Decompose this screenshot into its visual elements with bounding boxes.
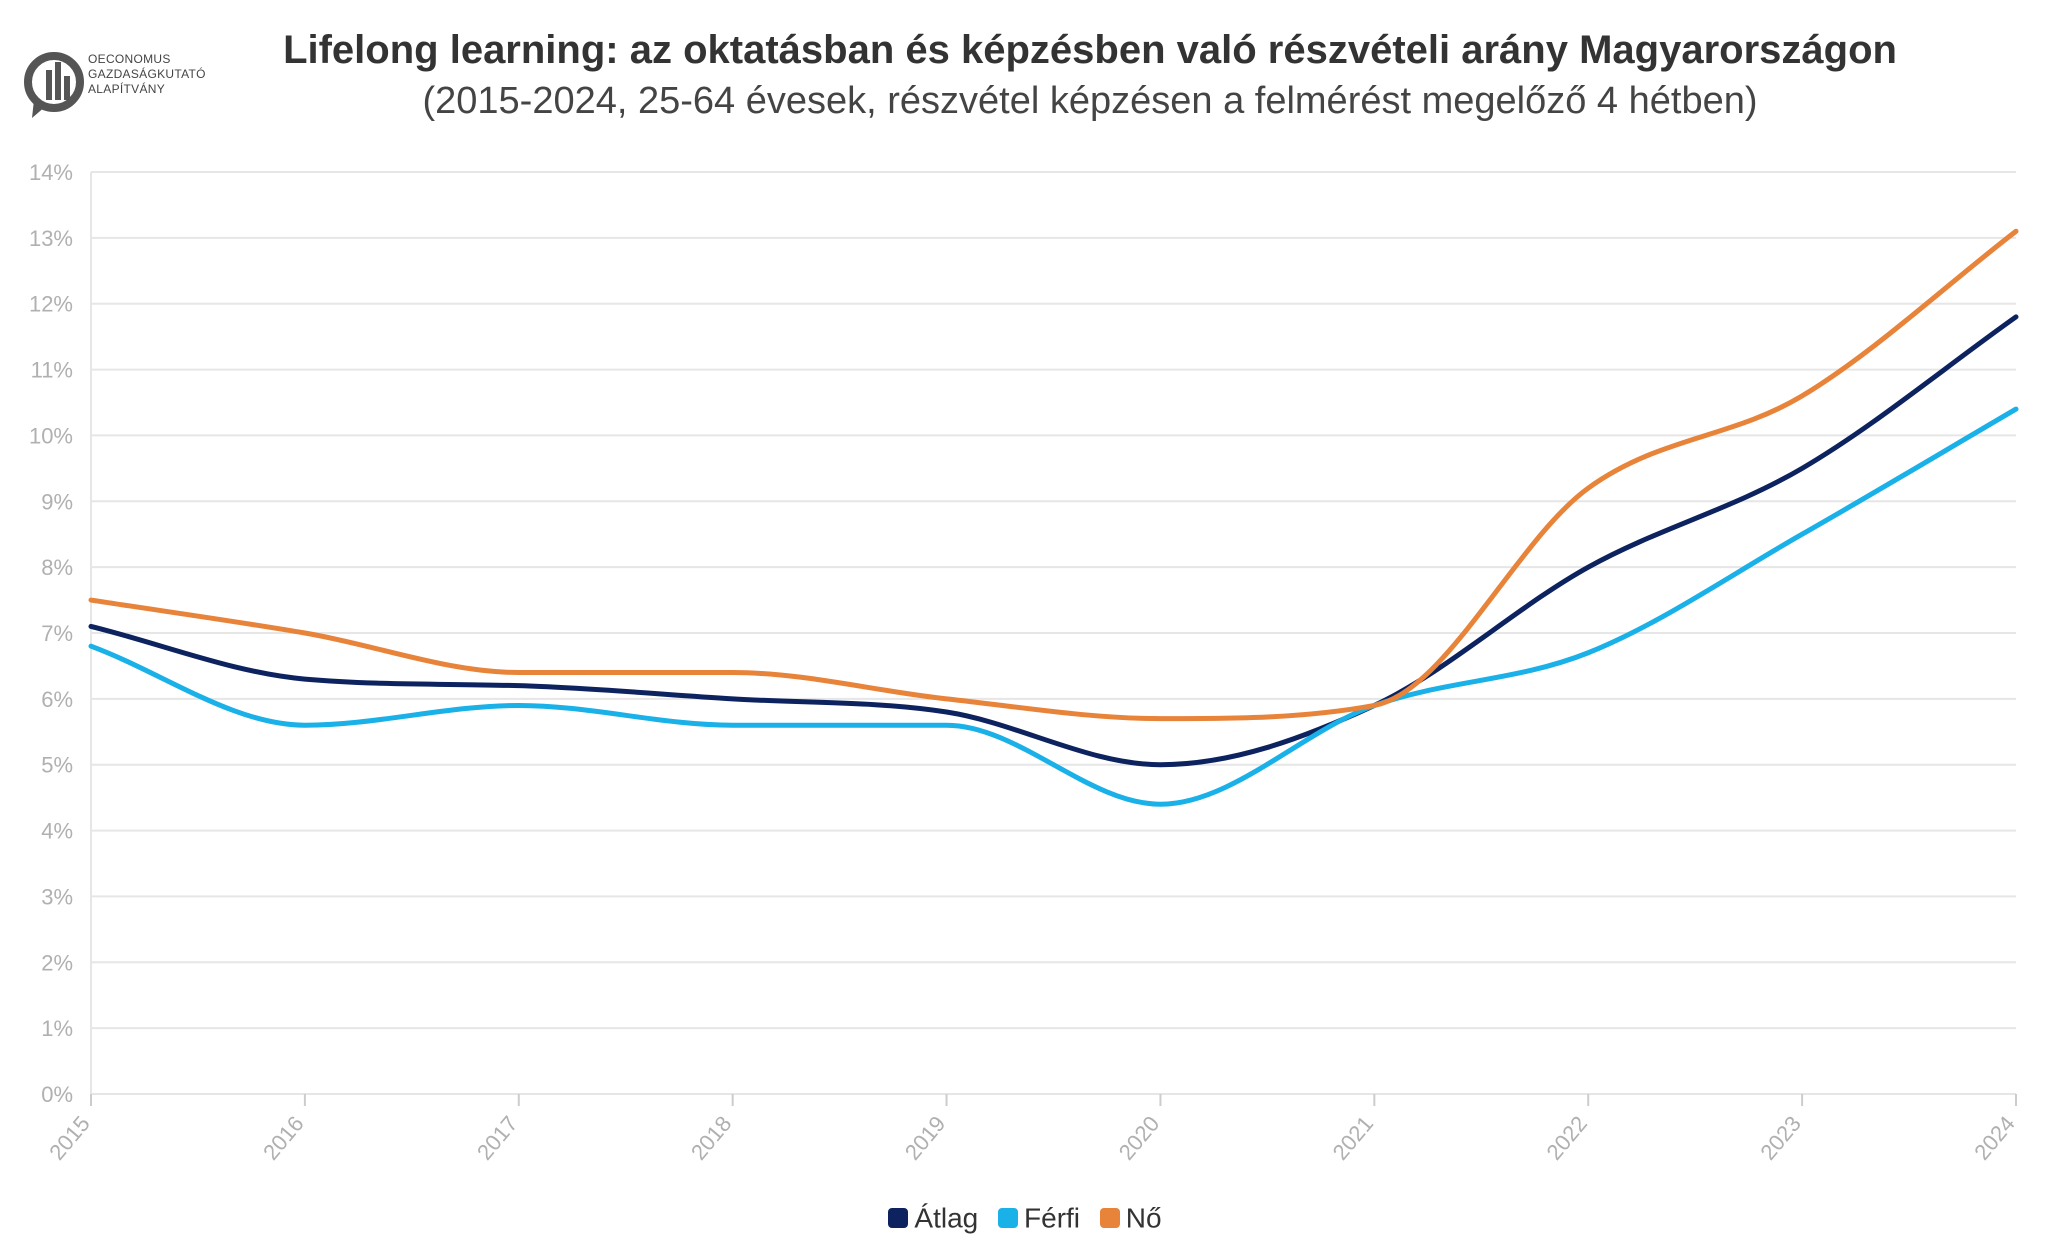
legend-item-ferfi[interactable]: Férfi bbox=[998, 1201, 1080, 1235]
series-line-0 bbox=[88, 314, 2019, 768]
chart-subtitle: (2015-2024, 25-64 évesek, részvétel képz… bbox=[422, 80, 1758, 122]
logo-line: ALAPÍTVÁNY bbox=[88, 82, 166, 96]
legend-label: Átlag bbox=[914, 1202, 979, 1234]
legend-swatch bbox=[888, 1208, 909, 1229]
legend-swatch bbox=[998, 1208, 1019, 1229]
x-tick-label: 2019 bbox=[900, 1111, 951, 1165]
legend-label: Nő bbox=[1125, 1202, 1162, 1234]
y-tick-label: 13% bbox=[29, 226, 73, 251]
logo: OECONOMUS GAZDASÁGKUTATÓ ALAPÍTVÁNY bbox=[24, 40, 224, 130]
y-tick-label: 14% bbox=[29, 160, 73, 185]
y-tick-label: 8% bbox=[41, 555, 73, 580]
legend-item-atlag[interactable]: Átlag bbox=[888, 1201, 978, 1235]
y-tick-label: 5% bbox=[41, 753, 73, 778]
logo-icon bbox=[24, 52, 84, 118]
y-tick-label: 0% bbox=[41, 1082, 73, 1107]
x-tick-label: 2024 bbox=[1969, 1111, 2020, 1165]
y-tick-label: 6% bbox=[41, 687, 73, 712]
y-tick-label: 12% bbox=[29, 292, 73, 317]
chart-title: Lifelong learning: az oktatásban és képz… bbox=[283, 28, 1897, 72]
legend: Átlag Férfi Nő bbox=[0, 1200, 2050, 1234]
series-line-2 bbox=[88, 228, 2019, 722]
x-tick-label: 2022 bbox=[1541, 1111, 1592, 1165]
logo-line: OECONOMUS bbox=[88, 52, 171, 66]
series-line-1 bbox=[88, 406, 2019, 807]
x-tick-label: 2016 bbox=[258, 1111, 309, 1165]
x-tick-label: 2023 bbox=[1755, 1111, 1806, 1165]
y-tick-label: 1% bbox=[41, 1016, 73, 1041]
legend-label: Férfi bbox=[1024, 1202, 1081, 1234]
x-tick-label: 2020 bbox=[1114, 1111, 1165, 1165]
x-tick-label: 2021 bbox=[1328, 1111, 1379, 1165]
legend-item-no[interactable]: Nő bbox=[1099, 1201, 1162, 1235]
logo-text: OECONOMUS GAZDASÁGKUTATÓ ALAPÍTVÁNY bbox=[88, 52, 206, 97]
y-tick-label: 10% bbox=[29, 423, 73, 448]
y-tick-label: 9% bbox=[41, 489, 73, 514]
x-tick-label: 2018 bbox=[686, 1111, 737, 1165]
logo-line: GAZDASÁGKUTATÓ bbox=[88, 67, 206, 81]
y-tick-label: 7% bbox=[41, 621, 73, 646]
x-tick-label: 2015 bbox=[44, 1111, 95, 1165]
y-tick-label: 3% bbox=[41, 884, 73, 909]
x-tick-label: 2017 bbox=[472, 1111, 523, 1165]
legend-swatch bbox=[1099, 1208, 1120, 1229]
y-tick-label: 11% bbox=[31, 358, 73, 383]
y-tick-label: 2% bbox=[41, 950, 73, 975]
y-tick-label: 4% bbox=[41, 819, 73, 844]
